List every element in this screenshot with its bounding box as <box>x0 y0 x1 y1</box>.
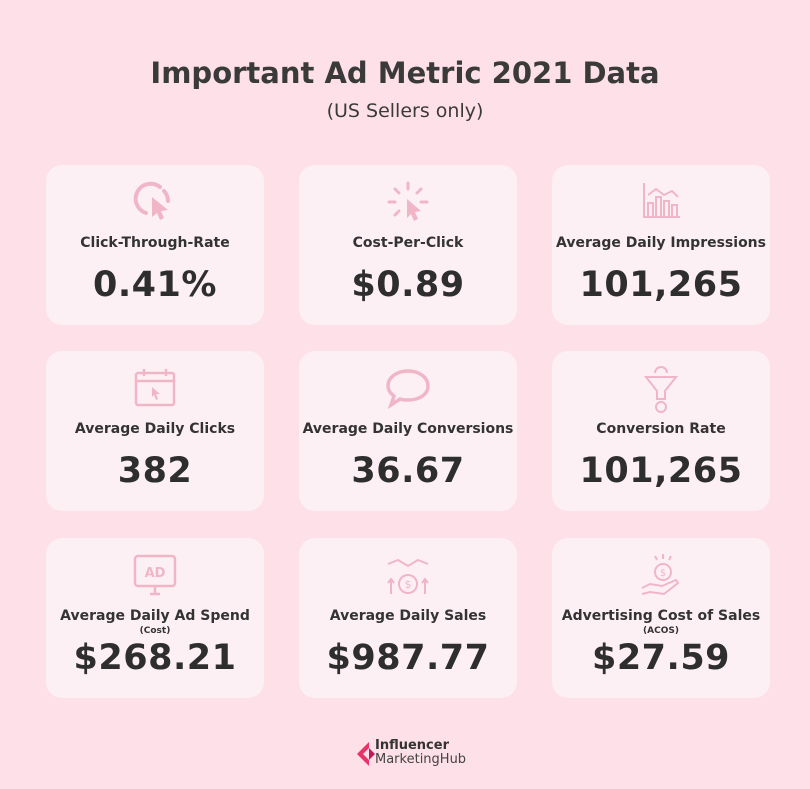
metric-card-sales: $ Average Daily Sales $987.77 <box>299 538 517 698</box>
metric-value: $0.89 <box>351 265 465 305</box>
speech-bubble-icon <box>386 369 430 410</box>
metric-label: Cost-Per-Click <box>352 235 464 251</box>
metric-card-cpc: Cost-Per-Click $0.89 <box>299 165 517 325</box>
page-title: Important Ad Metric 2021 Data <box>150 56 660 90</box>
influencer-marketing-hub-logo: Influencer MarketingHub <box>357 738 487 770</box>
metric-value: 101,265 <box>579 265 743 305</box>
logo-mark-icon <box>357 742 375 766</box>
metric-value: $27.59 <box>591 638 731 678</box>
metric-label: Average Daily Impressions <box>556 235 766 251</box>
metric-sublabel: (Cost) <box>139 626 171 636</box>
metric-card-clicks: Average Daily Clicks 382 <box>46 351 264 511</box>
svg-text:$: $ <box>405 578 412 591</box>
metric-label: Average Daily Clicks <box>74 421 236 437</box>
metric-card-impressions: Average Daily Impressions 101,265 <box>552 165 770 325</box>
svg-text:AD: AD <box>145 566 166 581</box>
page-subtitle: (US Sellers only) <box>326 100 484 122</box>
logo-line1: Influencer <box>375 738 449 753</box>
logo-line2: MarketingHub <box>375 752 467 767</box>
metric-card-ctr: Click-Through-Rate 0.41% <box>46 165 264 325</box>
metric-sublabel: (ACOS) <box>643 626 679 636</box>
cursor-burst-icon <box>387 181 429 221</box>
metric-label: Conversion Rate <box>596 421 726 437</box>
bar-chart-icon <box>643 183 680 218</box>
metric-value: 101,265 <box>579 451 743 491</box>
metric-label: Click-Through-Rate <box>80 235 230 251</box>
metric-card-acos: $ Advertising Cost of Sales (ACOS) $27.5… <box>552 538 770 698</box>
metric-label: Average Daily Conversions <box>302 421 514 437</box>
metric-card-conversions: Average Daily Conversions 36.67 <box>299 351 517 511</box>
metric-card-conversion-rate: Conversion Rate 101,265 <box>552 351 770 511</box>
metric-label: Average Daily Sales <box>329 608 487 624</box>
metric-label: Average Daily Ad Spend <box>60 608 250 624</box>
calendar-click-icon <box>134 369 176 407</box>
metric-value: $268.21 <box>73 638 237 678</box>
hand-coin-icon: $ <box>641 554 680 596</box>
metric-value: $987.77 <box>326 638 490 678</box>
metric-value: 36.67 <box>351 451 465 491</box>
metric-value: 382 <box>117 451 193 491</box>
metric-label: Advertising Cost of Sales <box>561 608 761 624</box>
ad-monitor-icon: AD <box>133 554 177 596</box>
metric-card-ad-spend: AD Average Daily Ad Spend (Cost) $268.21 <box>46 538 264 698</box>
handshake-dollar-icon: $ <box>387 558 429 594</box>
svg-text:$: $ <box>660 568 666 579</box>
funnel-dollar-icon <box>643 366 679 413</box>
cursor-click-icon <box>133 181 170 220</box>
metric-value: 0.41% <box>93 265 217 305</box>
